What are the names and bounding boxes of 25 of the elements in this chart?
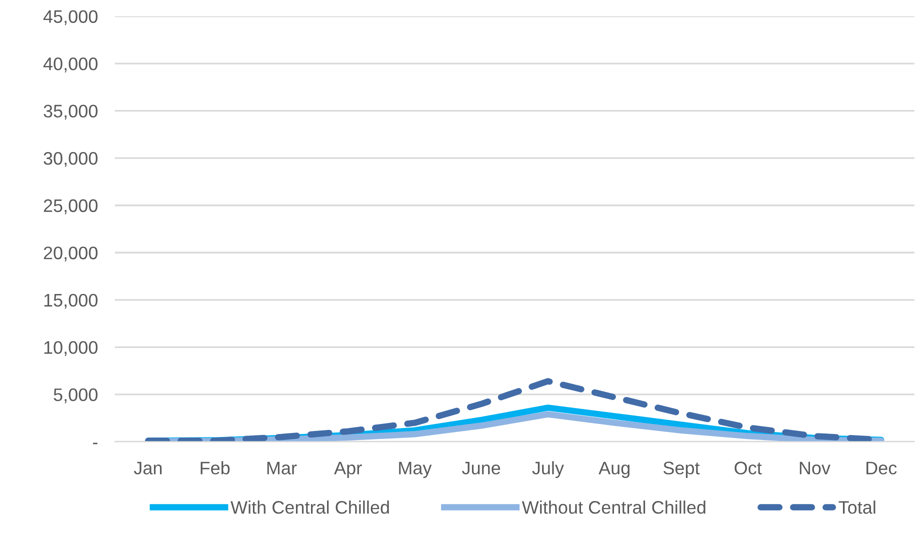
x-tick-label: Aug bbox=[598, 462, 630, 478]
x-tick-label: Feb bbox=[200, 461, 230, 474]
y-tick-label: 40,000 bbox=[43, 57, 98, 72]
x-tick-label: June bbox=[462, 462, 500, 474]
y-tick-label: 10,000 bbox=[44, 341, 98, 356]
legend-label: Total bbox=[838, 500, 876, 514]
x-tick-label: July bbox=[532, 461, 564, 478]
x-tick-label: Jan bbox=[134, 462, 162, 474]
y-tick-label: 30,000 bbox=[44, 152, 98, 167]
y-tick-label: 5,000 bbox=[54, 388, 98, 404]
y-tick-label: 20,000 bbox=[44, 246, 98, 262]
legend-label: With Central Chilled bbox=[230, 500, 389, 514]
legend-label: Without Central Chilled bbox=[522, 500, 706, 514]
x-tick-label: Oct bbox=[734, 462, 762, 474]
y-tick-label: 45,000 bbox=[43, 10, 98, 26]
x-tick-label: Sept bbox=[663, 462, 700, 478]
x-tick-label: May bbox=[399, 462, 432, 478]
x-tick-label: Dec bbox=[866, 462, 897, 474]
x-tick-label: Mar bbox=[267, 462, 297, 474]
y-tick-label: 25,000 bbox=[44, 199, 98, 214]
y-tick-label: 15,000 bbox=[44, 294, 98, 309]
y-tick-label: 35,000 bbox=[44, 104, 98, 120]
y-tick-label: - bbox=[93, 442, 98, 444]
x-tick-label: Apr bbox=[334, 462, 362, 478]
x-tick-label: Nov bbox=[800, 462, 830, 474]
